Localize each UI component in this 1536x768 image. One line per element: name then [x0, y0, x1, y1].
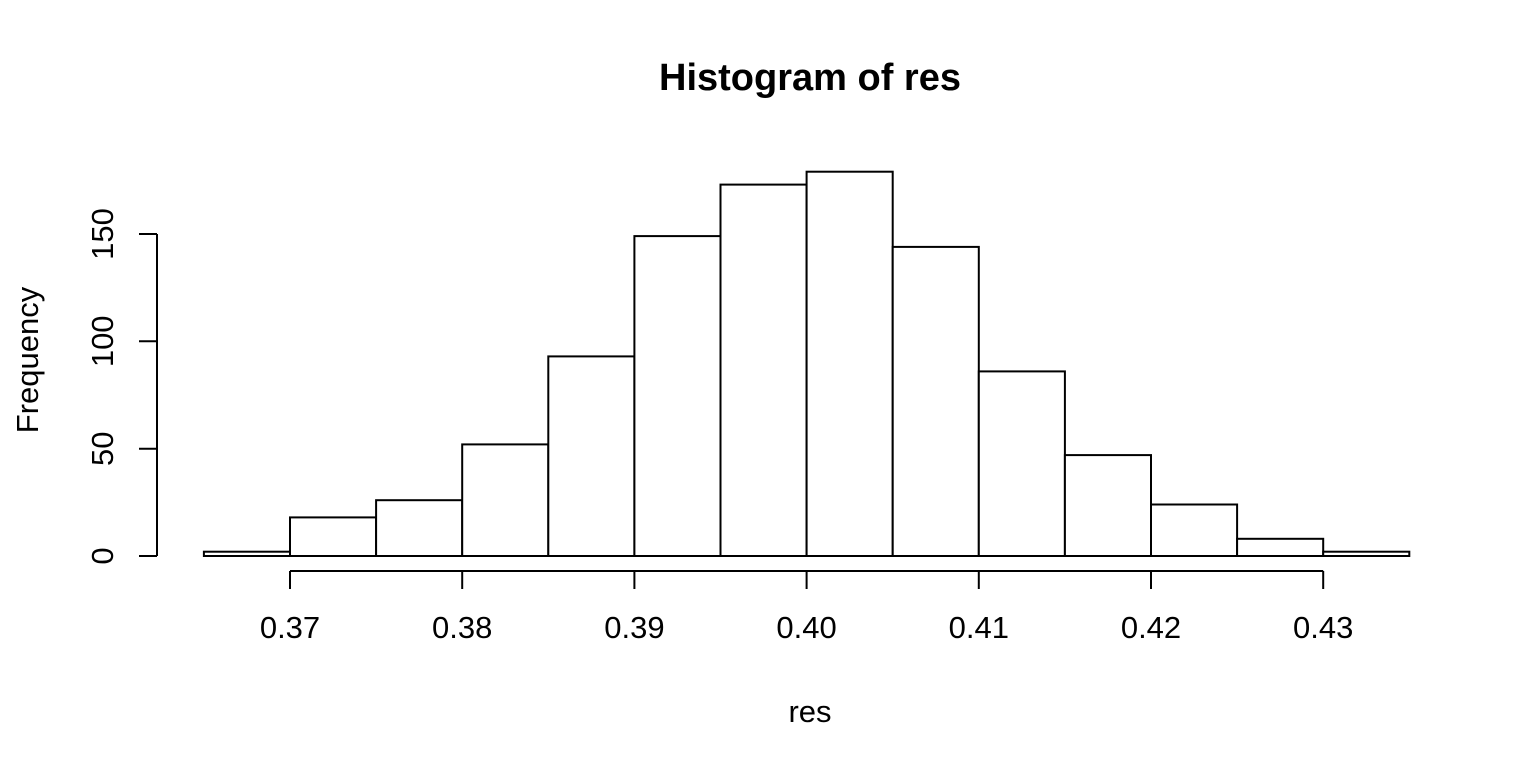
histogram-bar	[1236, 537, 1325, 557]
x-axis-label: res	[788, 694, 831, 729]
histogram-bar	[891, 245, 980, 557]
histogram-bar	[1322, 550, 1411, 558]
x-tick-label: 0.43	[1293, 610, 1353, 645]
chart-title: Histogram of res	[659, 57, 961, 99]
y-tick-label: 50	[85, 431, 120, 465]
histogram-bar	[1150, 503, 1239, 557]
histogram-bar	[977, 370, 1066, 557]
histogram-bar	[461, 443, 550, 557]
x-tick-label: 0.37	[260, 610, 320, 645]
y-tick-label: 0	[85, 547, 120, 564]
x-tick-label: 0.41	[949, 610, 1009, 645]
y-tick-label: 100	[85, 315, 120, 367]
histogram-bar	[375, 499, 464, 558]
x-tick-label: 0.42	[1121, 610, 1181, 645]
histogram-bar	[805, 170, 894, 557]
histogram-bar	[289, 516, 378, 558]
x-tick-label: 0.39	[604, 610, 664, 645]
y-tick-label: 150	[85, 208, 120, 260]
x-tick-label: 0.40	[776, 610, 836, 645]
histogram-bar	[633, 235, 722, 557]
histogram-bar	[547, 355, 636, 557]
histogram-bar	[1063, 454, 1153, 558]
y-axis-label: Frequency	[10, 286, 45, 433]
x-tick-label: 0.38	[432, 610, 492, 645]
histogram-bar	[202, 550, 291, 558]
histogram-bar	[719, 183, 808, 557]
plot-area: 0.37 0.38 0.39 0.40 0.41 0.42 0.43 0 50 100 150	[85, 170, 1411, 645]
